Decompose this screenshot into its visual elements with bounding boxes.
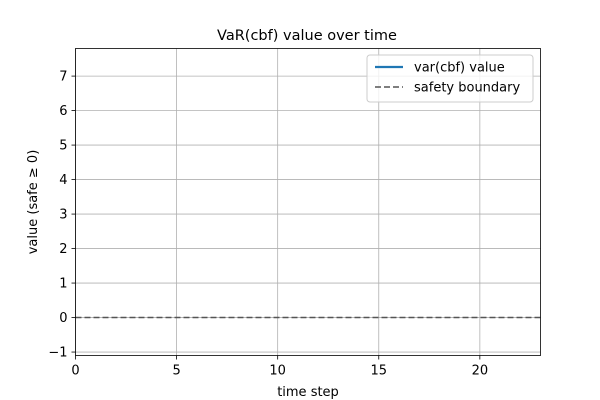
y-tick-label: 1	[59, 277, 67, 292]
x-tick-label: 0	[71, 364, 79, 379]
x-tick-label: 10	[269, 364, 286, 379]
x-tick-label: 20	[472, 364, 489, 379]
y-tick-label: 0	[59, 311, 67, 326]
y-tick-label: 4	[59, 173, 67, 188]
legend-box	[366, 54, 534, 103]
x-tick-label: 5	[172, 364, 180, 379]
y-tick-label: −1	[48, 346, 67, 361]
y-axis-label: value (safe ≥ 0)	[26, 150, 41, 255]
x-tick-label: 15	[370, 364, 387, 379]
plot-frame	[75, 48, 541, 356]
legend: var(cbf) value safety boundary	[366, 54, 534, 103]
y-tick-label: 3	[59, 208, 67, 223]
x-axis-label: time step	[277, 385, 339, 400]
y-tick-label: 5	[59, 139, 67, 154]
y-tick-label: 7	[59, 70, 67, 85]
chart-title: VaR(cbf) value over time	[217, 28, 397, 44]
y-tick-label: 6	[59, 104, 67, 119]
legend-label: safety boundary	[414, 81, 520, 96]
y-tick-label: 2	[59, 242, 67, 257]
y-axis-ticks: −1 0 1 2 3 4 5 6 7	[48, 70, 76, 361]
x-axis-ticks: 0 5 10 15 20	[71, 355, 489, 379]
legend-label: var(cbf) value	[414, 61, 505, 76]
